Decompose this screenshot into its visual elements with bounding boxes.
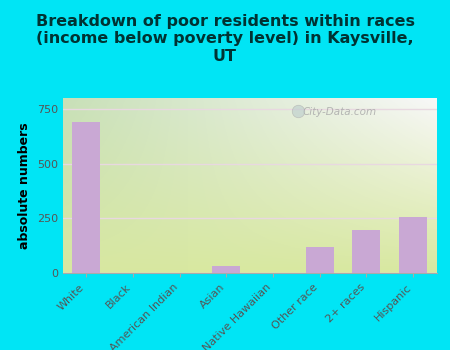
Bar	[212, 266, 240, 273]
Bar	[399, 217, 427, 273]
Text: Breakdown of poor residents within races
(income below poverty level) in Kaysvil: Breakdown of poor residents within races…	[36, 14, 414, 64]
Text: City-Data.com: City-Data.com	[302, 107, 377, 117]
Bar	[352, 230, 381, 273]
Bar	[306, 247, 334, 273]
Y-axis label: absolute numbers: absolute numbers	[18, 122, 32, 249]
Bar	[72, 122, 100, 273]
